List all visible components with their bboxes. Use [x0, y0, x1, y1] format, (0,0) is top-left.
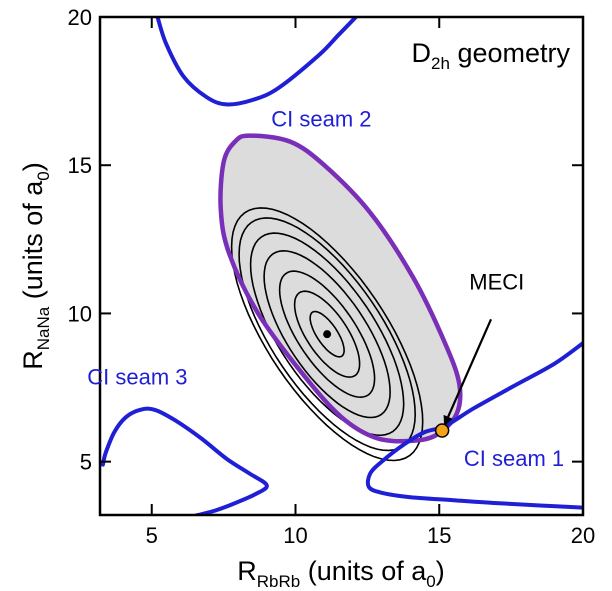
x-tick-label-5: 5 — [146, 523, 158, 548]
ci-seam-3-line — [100, 406, 269, 515]
y-tick-label-20: 20 — [68, 5, 92, 30]
meci-arrow — [443, 318, 493, 426]
contour-line-5 — [249, 232, 405, 437]
x-tick-label-10: 10 — [283, 523, 307, 548]
contour-line-1 — [309, 310, 345, 358]
contour-line-7 — [230, 207, 424, 462]
plot-area — [100, 17, 583, 515]
geometry-label: D2h geometry — [412, 38, 571, 73]
meci-point — [434, 423, 450, 438]
y-tick-label-10: 10 — [68, 301, 92, 326]
axis-ticks: 5 10 15 20 5 10 15 20 — [68, 5, 596, 548]
contour-line-3 — [278, 270, 376, 399]
x-tick-label-15: 15 — [427, 523, 451, 548]
ci-seam-1-line — [365, 341, 583, 510]
meci-label: MECI — [469, 270, 524, 295]
y-axis-label: RNaNa (units of a0) — [18, 162, 53, 370]
contour-line-4 — [263, 249, 391, 419]
minimum-point — [323, 330, 332, 339]
x-axis-label: RRbRb (units of a0) — [237, 556, 445, 591]
y-tick-label-5: 5 — [80, 450, 92, 475]
ci-seam-3-label: CI seam 3 — [87, 365, 187, 390]
contour-line-2 — [293, 290, 361, 378]
ci-seam-2-label: CI seam 2 — [271, 107, 371, 132]
ci-seam-1-label: CI seam 1 — [464, 446, 564, 471]
x-tick-label-20: 20 — [571, 523, 595, 548]
ci-seam-2-line — [155, 17, 358, 107]
plot-frame — [98, 15, 585, 517]
contour-line-6 — [238, 217, 417, 452]
y-tick-label-15: 15 — [68, 153, 92, 178]
annotations: CI seam 1 CI seam 2 CI seam 3 MECI — [87, 107, 564, 471]
